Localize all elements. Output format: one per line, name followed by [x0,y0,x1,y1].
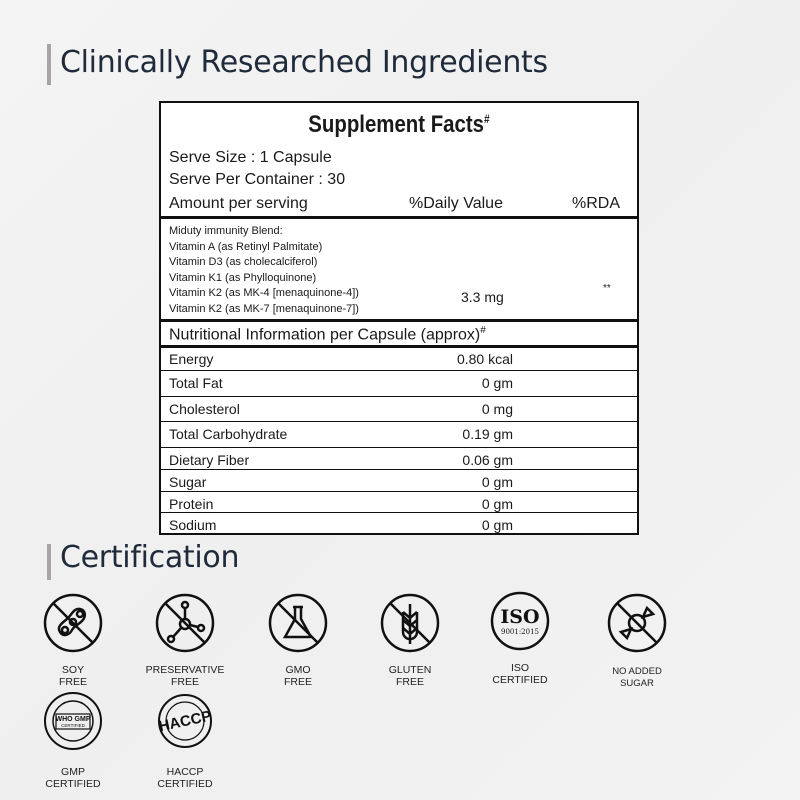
rda-header: %RDA [572,195,621,212]
amount-header: Amount per serving [169,195,308,212]
gluten-free-icon [380,593,440,653]
blend-line: Vitamin K2 (as MK-4 [menaquinone-4]) [169,287,359,299]
blend-line: Vitamin K2 (as MK-7 [menaquinone-7]) [169,302,359,315]
svg-text:HACCP: HACCP [157,708,213,736]
cert-gmo-free: GMO FREE [243,592,353,688]
blend-line: Vitamin A (as Retinyl Palmitate) [169,240,323,253]
facts-title: Supplement Facts# [308,111,490,138]
divider [161,345,637,348]
nutrition-row: Cholesterol 0 mg [161,396,637,417]
blend-amount: 3.3 mg [461,289,504,305]
svg-text:CERTIFIED: CERTIFIED [61,723,85,728]
heading-accent-bar [47,544,51,580]
blend-line: Vitamin D3 (as cholecalciferol) [169,256,318,268]
svg-text:9001:2015: 9001:2015 [501,628,539,636]
blend-list: Miduty immunity Blend: Vitamin A (as Ret… [169,224,359,317]
cert-no-added-sugar: NO ADDED SUGAR [582,592,692,690]
heading-accent-bar [47,44,51,85]
haccp-icon: HACCP [157,694,213,748]
svg-text:ISO: ISO [500,606,539,628]
divider [161,216,637,219]
nutrition-row: Sodium 0 gm [161,512,637,533]
nutrition-row: Protein 0 gm [161,491,637,512]
ingredients-heading: Clinically Researched Ingredients [60,45,548,80]
nutrition-header: Nutritional Information per Capsule (app… [169,325,486,344]
cert-preservative-free: PRESERVATIVE FREE [130,592,240,688]
gmo-free-icon [268,593,328,653]
cert-haccp: HACCP HACCP CERTIFIED [130,690,240,790]
nutrition-row: Sugar 0 gm [161,469,637,490]
certification-heading: Certification [60,540,240,575]
blend-rda: ** [603,283,611,294]
divider [161,319,637,322]
no-added-sugar-icon [607,593,667,653]
blend-line: Miduty immunity Blend: [169,225,283,237]
serve-per-container: Serve Per Container : 30 [169,171,346,188]
cert-iso: ISO 9001:2015 ISO CERTIFIED [465,590,575,686]
nutrition-row: Dietary Fiber 0.06 gm [161,447,637,468]
preservative-free-icon [155,593,215,653]
cert-gmp: WHO GMP CERTIFIED GMP CERTIFIED [18,690,128,790]
nutrition-row: Total Fat 0 gm [161,370,637,391]
svg-text:WHO GMP: WHO GMP [56,716,91,723]
blend-line: Vitamin K1 (as Phylloquinone) [169,271,317,284]
serve-size: Serve Size : 1 Capsule [169,149,332,166]
supplement-facts-panel: Supplement Facts# Serve Size : 1 Capsule… [159,101,639,535]
soy-free-icon [43,593,103,653]
cert-gluten-free: GLUTEN FREE [355,592,465,688]
daily-value-header: %Daily Value [409,195,503,212]
nutrition-row: Total Carbohydrate 0.19 gm [161,421,637,442]
cert-soy-free: SOY FREE [18,592,128,688]
